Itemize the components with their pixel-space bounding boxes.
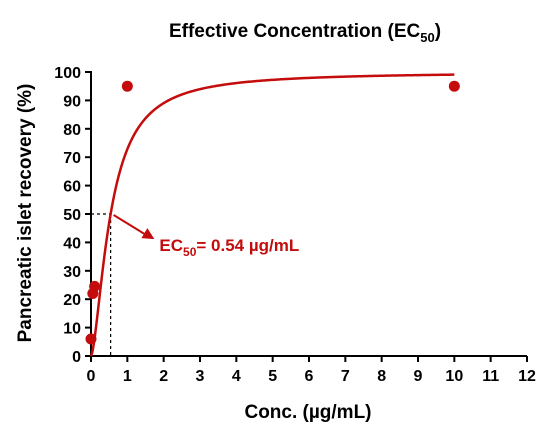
- data-point: [121, 80, 133, 92]
- y-tick-label: 80: [63, 122, 81, 139]
- x-tick-label: 12: [518, 368, 536, 385]
- y-tick-label: 60: [63, 179, 81, 196]
- x-tick-label: 6: [305, 368, 314, 385]
- y-tick-label: 30: [63, 264, 81, 281]
- chart-title-subscript: 50: [420, 30, 434, 45]
- y-tick-label: 20: [63, 292, 81, 309]
- ec50-label-value: = 0.54 µg/mL: [196, 236, 299, 255]
- x-tick-label: 4: [232, 368, 241, 385]
- y-tick-label: 50: [63, 207, 81, 224]
- axes: [90, 71, 527, 357]
- y-tick-label: 70: [63, 150, 81, 167]
- x-tick-label: 1: [123, 368, 132, 385]
- annotation-arrow-line: [113, 214, 147, 236]
- x-tick-label: 5: [268, 368, 277, 385]
- x-tick-label: 11: [482, 368, 499, 385]
- chart-title-text: Effective Concentration (EC: [169, 21, 421, 42]
- y-tick-label: 100: [54, 65, 81, 82]
- chart-title-end: ): [435, 21, 441, 42]
- annotation-arrowhead: [141, 228, 155, 240]
- x-tick-label: 0: [87, 368, 96, 385]
- data-points: [85, 80, 460, 345]
- x-tick-label: 3: [196, 368, 205, 385]
- x-tick-label: 8: [377, 368, 386, 385]
- x-tick-label: 9: [414, 368, 423, 385]
- y-axis-label: Pancreatic islet recovery (%): [15, 84, 36, 343]
- ec50-label-subscript: 50: [183, 245, 197, 259]
- y-tick-label: 90: [63, 93, 81, 110]
- x-tick-label: 2: [159, 368, 168, 385]
- ec50-label: EC50= 0.54 µg/mL: [159, 236, 299, 259]
- x-axis-label: Conc. (µg/mL): [244, 402, 371, 423]
- fit-curve: [89, 73, 455, 357]
- y-tick-label: 0: [72, 349, 81, 366]
- ec50-label-prefix: EC: [159, 236, 183, 255]
- x-tick-label: 7: [341, 368, 350, 385]
- x-tick-label: 10: [445, 368, 463, 385]
- data-point: [89, 280, 101, 292]
- fit-curve-layer: [89, 73, 455, 357]
- y-tick-label: 10: [63, 321, 81, 338]
- data-point: [448, 80, 460, 92]
- y-tick-label: 40: [63, 235, 81, 252]
- chart-title: Effective Concentration (EC50): [169, 21, 441, 45]
- ec50-annotation: EC50= 0.54 µg/mL: [113, 214, 299, 259]
- data-point: [85, 333, 97, 345]
